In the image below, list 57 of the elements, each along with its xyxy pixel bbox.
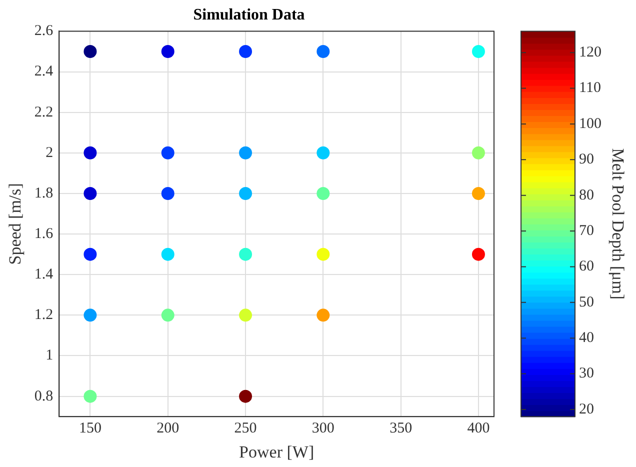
x-tick-label: 150 (78, 420, 102, 437)
point (161, 248, 174, 261)
point (316, 146, 330, 160)
color-bar-label: 80 (579, 187, 594, 204)
y-tick-label: 2.6 (34, 23, 54, 40)
point (472, 44, 485, 58)
color-bar-label: 50 (579, 294, 594, 310)
y-tick-label: 1.8 (34, 185, 54, 202)
point (161, 186, 174, 200)
y-tick-label: 1.2 (34, 307, 54, 324)
point (239, 390, 252, 403)
x-tick-label: 200 (156, 420, 180, 437)
color-bar-label: 100 (579, 116, 602, 132)
point (84, 44, 97, 58)
x-axis-title: Power [W] (239, 442, 314, 462)
chart-title: Simulation Data (193, 6, 305, 24)
color-bar-label: 120 (579, 44, 602, 61)
y-tick-label: 2.4 (34, 64, 54, 80)
y-tick-label: 1 (46, 348, 54, 364)
point (84, 308, 97, 322)
point (161, 146, 174, 160)
color-bar-label: 30 (579, 366, 594, 382)
point (239, 248, 252, 261)
x-tick-label: 250 (234, 420, 257, 437)
point (239, 186, 252, 200)
color-bar-label: 60 (579, 258, 594, 275)
x-tick-label: 400 (467, 420, 490, 437)
point (316, 44, 330, 58)
y-tick-label: 0.8 (34, 388, 54, 404)
y-tick-label: 1.6 (34, 226, 54, 242)
x-tick-label: 350 (390, 420, 412, 437)
point (161, 308, 174, 322)
point (472, 248, 485, 261)
point (239, 44, 252, 58)
y-tick-label: 2.2 (34, 104, 54, 120)
color-bar-label: 110 (579, 80, 601, 96)
y-tick-label: 1.4 (34, 266, 54, 283)
color-bar-label: 40 (579, 330, 594, 346)
point (239, 308, 252, 322)
point (161, 44, 174, 58)
point (472, 146, 485, 160)
point (316, 308, 330, 322)
point (84, 390, 97, 403)
color-bar-label: 20 (579, 401, 594, 418)
x-tick-label: 300 (312, 420, 334, 437)
color-bar-label: 90 (579, 152, 594, 168)
y-axis-title: Speed [m/s] (6, 183, 25, 265)
point (239, 146, 252, 160)
point (316, 186, 330, 200)
color-bar-title: Melt Pool Depth [μm] (608, 148, 628, 300)
point (84, 186, 97, 200)
point (84, 248, 97, 261)
point (84, 146, 97, 160)
y-tick-label: 2 (46, 144, 54, 161)
point (316, 248, 330, 261)
color-bar-label: 70 (579, 222, 594, 239)
point (472, 186, 485, 200)
